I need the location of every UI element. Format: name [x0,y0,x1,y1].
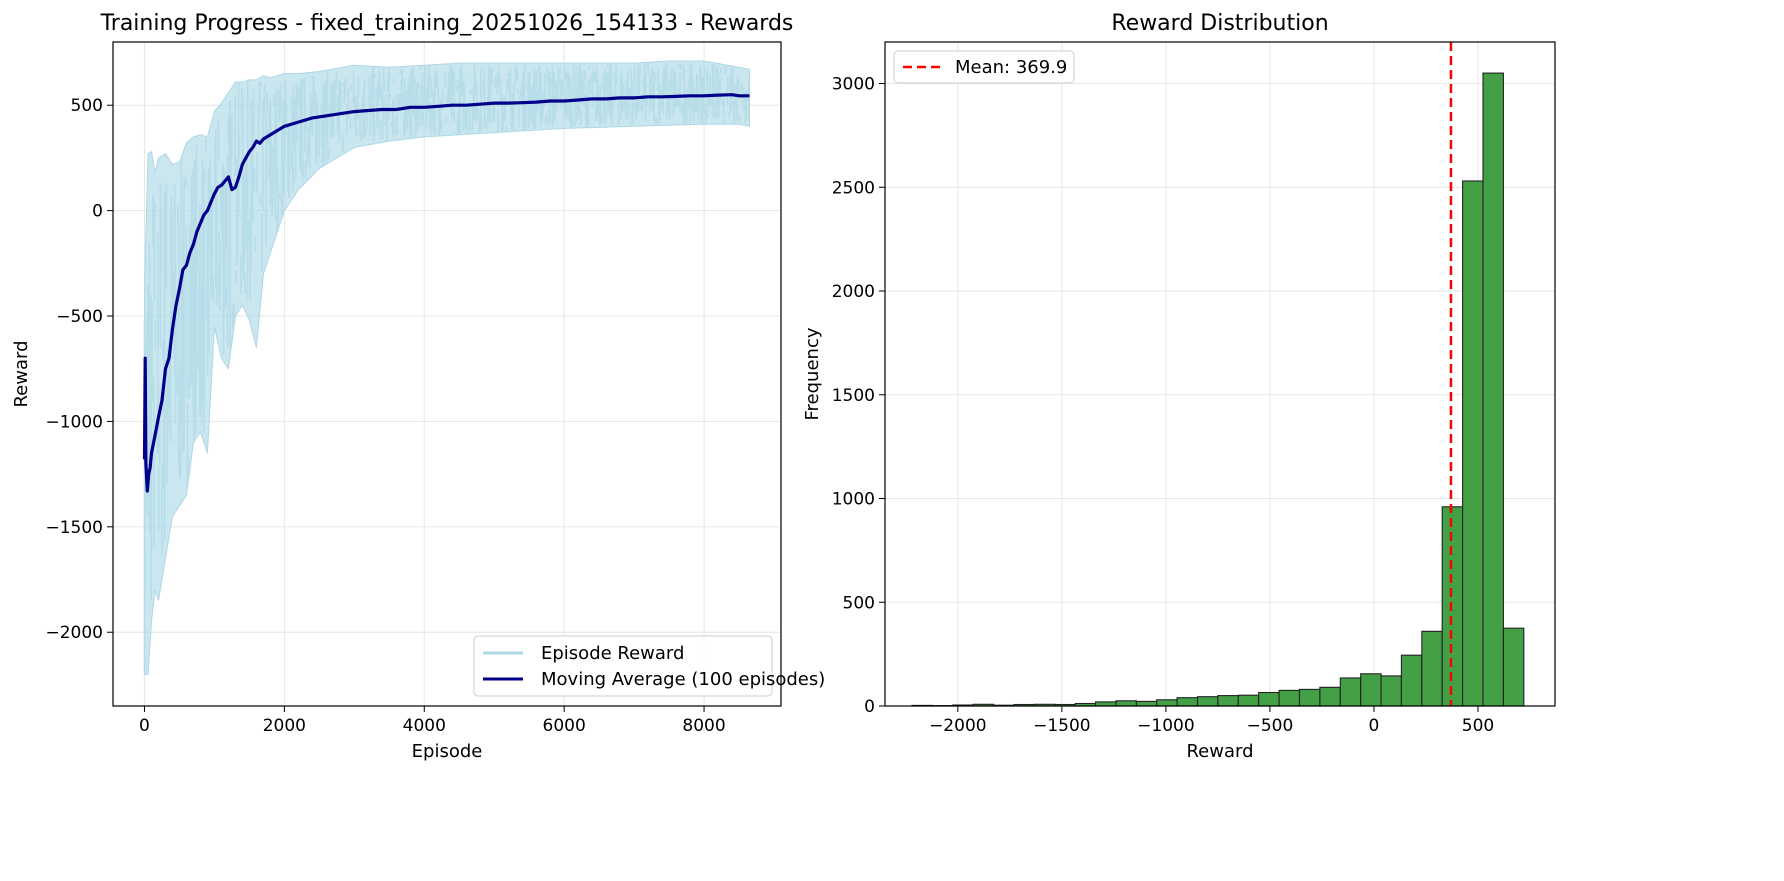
legend-label-episode-reward: Episode Reward [541,643,684,664]
right-legend-box [893,50,1075,84]
histogram-bar [1156,699,1178,707]
right-chart-title: Reward Distribution [1111,11,1328,36]
histogram-bar [1319,686,1341,707]
episode-reward-series [143,60,750,675]
right-y-tick-label: 1000 [832,490,875,510]
histogram-bar [1421,630,1443,707]
left-x-tick-label: 0 [139,716,150,736]
right-plot-frame [884,41,1556,707]
reward-histogram: −2000 −1500 −1000 −500 0 500 0 500 1000 1500 2000… [802,11,1556,762]
right-y-tick-label: 3000 [832,75,875,95]
right-y-axis-label: Frequency [802,327,823,420]
reward-line-chart: 0 2000 4000 6000 8000 −2000 −1500 −1000 −500 0 50… [11,11,825,762]
histogram-bar [1217,695,1239,707]
histogram-bar [1237,694,1260,707]
histogram-bar [1135,700,1158,707]
left-legend: Episode Reward Moving Average (100 episo… [473,635,825,697]
histogram-bar [1400,654,1423,707]
right-y-tick-label: 1500 [832,386,875,406]
left-x-axis-label: Episode [412,741,483,762]
right-x-tick-label: −2000 [929,716,987,736]
histogram-bar [1502,627,1525,707]
right-y-tick-label: 2500 [832,178,875,198]
right-y-tick-label: 500 [843,593,875,613]
left-plot-frame [112,41,782,707]
episode-reward-band [144,60,750,675]
right-x-tick-label: −1500 [1033,716,1091,736]
histogram-bar [1196,696,1219,707]
histogram-bar [1115,700,1137,707]
histogram-bar [1258,691,1280,707]
left-y-tick-label: −1000 [45,412,103,432]
right-x-tick-label: 0 [1369,716,1380,736]
episode-reward-spikes [143,61,750,675]
histogram-bar [1298,688,1321,707]
moving-average-series [142,93,750,493]
right-legend: Mean: 369.9 [893,50,1075,84]
histogram-bar [1339,677,1362,707]
left-chart-title: Training Progress - fixed_training_20251… [100,11,794,36]
right-y-ticks: 0 500 1000 1500 2000 2500 3000 [832,75,885,717]
left-y-tick-label: −1500 [45,518,103,538]
left-legend-box [473,635,773,697]
left-x-tick-label: 8000 [682,716,725,736]
right-x-tick-label: −500 [1247,716,1294,736]
right-x-tick-label: 500 [1462,716,1494,736]
histogram-bar [1095,701,1117,707]
histogram-bar [1360,673,1382,707]
histogram-bar [1441,506,1464,707]
legend-label-mean: Mean: 369.9 [955,57,1067,78]
left-x-ticks: 0 2000 4000 6000 8000 [139,706,726,736]
right-y-tick-label: 0 [864,697,875,717]
left-x-tick-label: 4000 [403,716,446,736]
left-y-tick-label: −500 [56,307,103,327]
right-y-tick-label: 2000 [832,282,875,302]
histogram-bar [1482,72,1504,707]
right-x-tick-label: −1000 [1137,716,1195,736]
left-x-tick-label: 2000 [263,716,306,736]
left-y-axis-label: Reward [11,340,32,407]
histogram-bars [911,72,1525,707]
right-x-axis-label: Reward [1186,741,1253,762]
histogram-bar [1278,689,1301,707]
left-x-tick-label: 6000 [543,716,586,736]
legend-label-moving-average: Moving Average (100 episodes) [541,669,825,690]
left-y-tick-label: 500 [71,96,103,116]
histogram-bar [1176,697,1199,707]
left-y-ticks: −2000 −1500 −1000 −500 0 500 [45,96,113,643]
left-y-tick-label: 0 [92,202,103,222]
moving-average-line [142,93,750,493]
left-y-tick-label: −2000 [45,623,103,643]
histogram-bar [1380,675,1402,707]
right-x-ticks: −2000 −1500 −1000 −500 0 500 [929,706,1494,736]
histogram-bar [1462,180,1484,707]
